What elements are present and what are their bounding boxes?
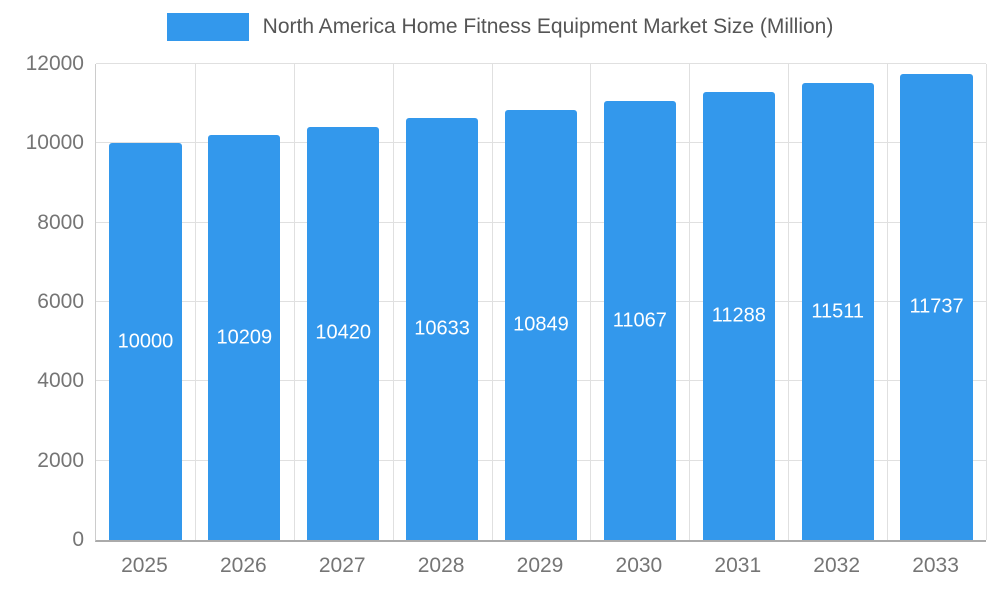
legend-swatch-icon bbox=[166, 13, 249, 41]
x-tick-label: 2029 bbox=[516, 554, 564, 577]
y-axis: 0 2000 4000 6000 8000 10000 12000 bbox=[0, 52, 84, 551]
gridline-vertical bbox=[689, 64, 691, 540]
gridline-vertical bbox=[887, 64, 889, 540]
gridline-vertical bbox=[788, 64, 790, 540]
y-tick-label: 4000 bbox=[37, 369, 84, 393]
bar[interactable]: 10420 bbox=[307, 126, 380, 540]
bar-value-label: 10209 bbox=[216, 326, 273, 349]
gridline-vertical bbox=[491, 64, 493, 540]
bar-value-label: 11067 bbox=[612, 309, 667, 331]
gridline-vertical bbox=[293, 64, 295, 540]
x-tick-label: 2030 bbox=[615, 554, 663, 577]
bar[interactable]: 10209 bbox=[208, 135, 281, 540]
bar[interactable]: 10000 bbox=[109, 143, 182, 540]
gridline-vertical bbox=[392, 64, 394, 540]
bar-value-label: 10633 bbox=[414, 317, 470, 340]
bar[interactable]: 11737 bbox=[900, 74, 973, 540]
y-tick-label: 8000 bbox=[37, 210, 84, 234]
x-tick-label: 2025 bbox=[121, 554, 168, 577]
bar[interactable]: 10849 bbox=[504, 109, 578, 540]
x-tick-label: 2032 bbox=[813, 554, 861, 577]
y-tick-label: 12000 bbox=[25, 52, 84, 75]
bar-value-label: 10849 bbox=[513, 313, 569, 336]
bar-value-label: 10420 bbox=[315, 321, 372, 344]
y-tick-label: 0 bbox=[72, 528, 84, 551]
x-tick-label: 2028 bbox=[417, 554, 465, 577]
y-tick-label: 2000 bbox=[37, 448, 84, 472]
x-tick-label: 2026 bbox=[219, 554, 267, 577]
chart-legend[interactable]: North America Home Fitness Equipment Mar… bbox=[0, 13, 1000, 41]
gridline-vertical bbox=[194, 64, 196, 540]
bar-value-label: 10000 bbox=[117, 330, 174, 353]
bar[interactable]: 11511 bbox=[801, 83, 874, 540]
gridline-vertical bbox=[590, 64, 592, 540]
x-tick-label: 2027 bbox=[318, 554, 366, 577]
gridline-vertical bbox=[986, 64, 987, 540]
y-tick-label: 6000 bbox=[37, 290, 84, 313]
x-tick-label: 2031 bbox=[714, 554, 762, 577]
bar-value-label: 11737 bbox=[909, 295, 964, 318]
x-axis: 2025 2026 2027 2028 2029 2030 2031 2032 2033 bbox=[95, 554, 985, 584]
bar[interactable]: 10633 bbox=[406, 118, 479, 540]
plot-area: 10000 10209 10420 10633 10849 11067 11288 11511… bbox=[95, 63, 987, 542]
legend-label: North America Home Fitness Equipment Mar… bbox=[262, 15, 834, 38]
bar-value-label: 11288 bbox=[711, 304, 766, 327]
bar[interactable]: 11288 bbox=[702, 92, 775, 540]
bar[interactable]: 11067 bbox=[603, 101, 676, 540]
y-tick-label: 10000 bbox=[25, 131, 84, 155]
bar-value-label: 11511 bbox=[811, 300, 864, 323]
x-tick-label: 2033 bbox=[912, 554, 959, 577]
gridline-horizontal bbox=[96, 63, 986, 64]
